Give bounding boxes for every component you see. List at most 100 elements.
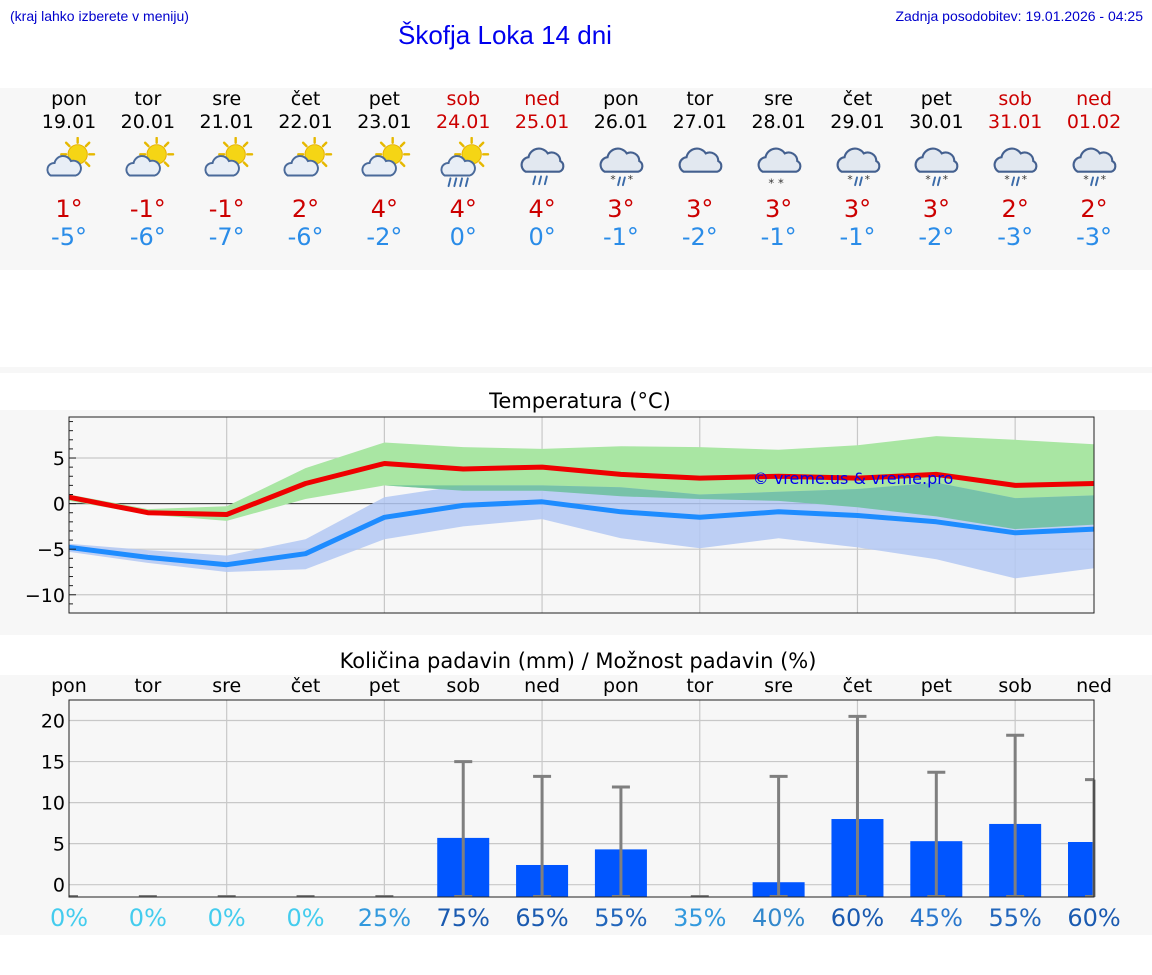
max-temperature: 3°	[765, 195, 793, 223]
day-date: 22.01	[278, 111, 333, 133]
svg-text:*: *	[1022, 174, 1027, 186]
day-date: 24.01	[436, 111, 491, 133]
svg-text:*: *	[926, 174, 931, 186]
category-label: sob	[446, 675, 480, 697]
day-column: sob 31.01 * * 2° -3°	[975, 88, 1055, 251]
day-column: sre 21.01 -1° -7°	[187, 88, 267, 251]
y-tick-label: −5	[37, 539, 65, 561]
precipitation-probability: 75%	[437, 904, 490, 932]
min-temperature: -3°	[1076, 223, 1113, 251]
forecast-strip	[0, 88, 1152, 270]
category-label: sob	[998, 675, 1032, 697]
temperature-chart-title: Temperatura (°C)	[488, 389, 671, 413]
cloud-sleet-icon: * *	[818, 137, 898, 189]
max-temperature: 4°	[370, 195, 399, 223]
day-name: pet	[368, 88, 400, 110]
temperature-chart: Temperatura (°C) 5 0 −5 −10 © vreme.us & vre…	[25, 389, 1095, 614]
day-name: pon	[603, 88, 639, 110]
day-column: čet 29.01 * * 3° -1°	[818, 88, 898, 251]
precipitation-probability: 55%	[988, 904, 1041, 932]
min-temperature: -6°	[129, 223, 166, 251]
precipitation-chart: Količina padavin (mm) / Možnost padavin …	[41, 649, 1121, 932]
y-tick-label: 20	[41, 711, 65, 733]
category-label: ned	[1076, 675, 1112, 697]
max-temperature: 3°	[686, 195, 714, 223]
day-column: sob 24.01 4° 0°	[423, 88, 503, 251]
day-date: 23.01	[357, 111, 412, 133]
band-overlap	[69, 482, 1094, 530]
category-label: pet	[921, 675, 952, 697]
precipitation-bar	[1068, 842, 1094, 897]
sun-cloud-icon	[108, 137, 188, 189]
precipitation-probability: 0%	[129, 904, 167, 932]
precipitation-probability: 65%	[515, 904, 568, 932]
min-temperature: -6°	[287, 223, 324, 251]
page-title: Škofja Loka 14 dni	[398, 20, 612, 50]
min-temperature: -5°	[51, 223, 87, 251]
day-date: 20.01	[120, 111, 176, 133]
max-temperature: -1°	[208, 195, 245, 223]
min-temperature: -1°	[839, 223, 876, 251]
day-date: 31.01	[987, 111, 1043, 133]
sun-cloud-icon	[187, 137, 267, 189]
y-tick-label: 5	[53, 448, 65, 470]
svg-text:*: *	[778, 176, 784, 189]
day-column: pon 19.01 1° -5°	[29, 88, 109, 251]
svg-text:*: *	[628, 174, 633, 186]
category-label: sre	[764, 675, 793, 697]
day-column: sre 28.01 * * 3° -1°	[739, 88, 819, 251]
min-temperature-line	[68, 499, 1095, 568]
day-date: 26.01	[593, 111, 649, 133]
category-label: tor	[686, 675, 713, 697]
day-name: sre	[764, 88, 794, 110]
watermark: © vreme.us & vreme.pro	[753, 469, 954, 488]
max-temperature: 2°	[1080, 195, 1108, 223]
day-name: pon	[51, 88, 87, 110]
precipitation-probability: 25%	[358, 904, 411, 932]
day-name: ned	[524, 88, 560, 110]
day-date: 25.01	[514, 111, 570, 133]
category-label: čet	[843, 675, 873, 697]
precipitation-probability: 40%	[752, 904, 805, 932]
category-label: tor	[134, 675, 161, 697]
y-tick-label: 15	[41, 752, 65, 774]
day-name: čet	[842, 88, 873, 110]
max-temperature: 3°	[922, 195, 950, 223]
precipitation-probability: 45%	[910, 904, 963, 932]
day-date: 29.01	[830, 111, 885, 133]
max-range-band	[69, 436, 1094, 530]
day-name: sob	[446, 88, 481, 110]
max-temperature: 4°	[528, 195, 556, 223]
svg-text:*: *	[1083, 174, 1088, 186]
day-column: tor 20.01 -1° -6°	[108, 88, 188, 251]
cloud-rain-icon	[502, 137, 582, 189]
precipitation-chart-title: Količina padavin (mm) / Možnost padavin …	[340, 649, 817, 673]
svg-text:*: *	[768, 176, 774, 189]
category-label: pon	[603, 675, 639, 697]
precipitation-probability: 0%	[286, 904, 324, 932]
y-tick-label: 5	[53, 834, 65, 856]
svg-text:*: *	[610, 174, 615, 186]
day-name: ned	[1076, 88, 1112, 110]
sun-cloud-icon	[266, 137, 346, 189]
sun-cloud-icon	[29, 137, 109, 189]
svg-text:*: *	[847, 174, 852, 186]
precipitation-probability: 55%	[594, 904, 647, 932]
max-temperature: 2°	[291, 195, 320, 223]
plot-frame	[68, 699, 1095, 898]
day-name: sob	[998, 88, 1032, 110]
location-menu-hint[interactable]: (kraj lahko izberete v meniju)	[10, 8, 189, 24]
day-date: 27.01	[672, 111, 727, 133]
svg-text:*: *	[1101, 174, 1106, 186]
min-temperature: -2°	[366, 223, 403, 251]
min-temperature: -1°	[760, 223, 797, 251]
day-date: 30.01	[909, 111, 964, 133]
sun-cloud-icon	[344, 137, 424, 189]
day-name: sre	[212, 88, 242, 110]
sun-cloud-rain-icon	[423, 137, 503, 189]
min-temperature: -3°	[997, 223, 1034, 251]
cloud-snow-icon: * *	[739, 137, 819, 189]
svg-text:*: *	[943, 174, 948, 186]
min-temperature: -1°	[602, 223, 639, 251]
y-tick-label: 0	[53, 875, 65, 897]
